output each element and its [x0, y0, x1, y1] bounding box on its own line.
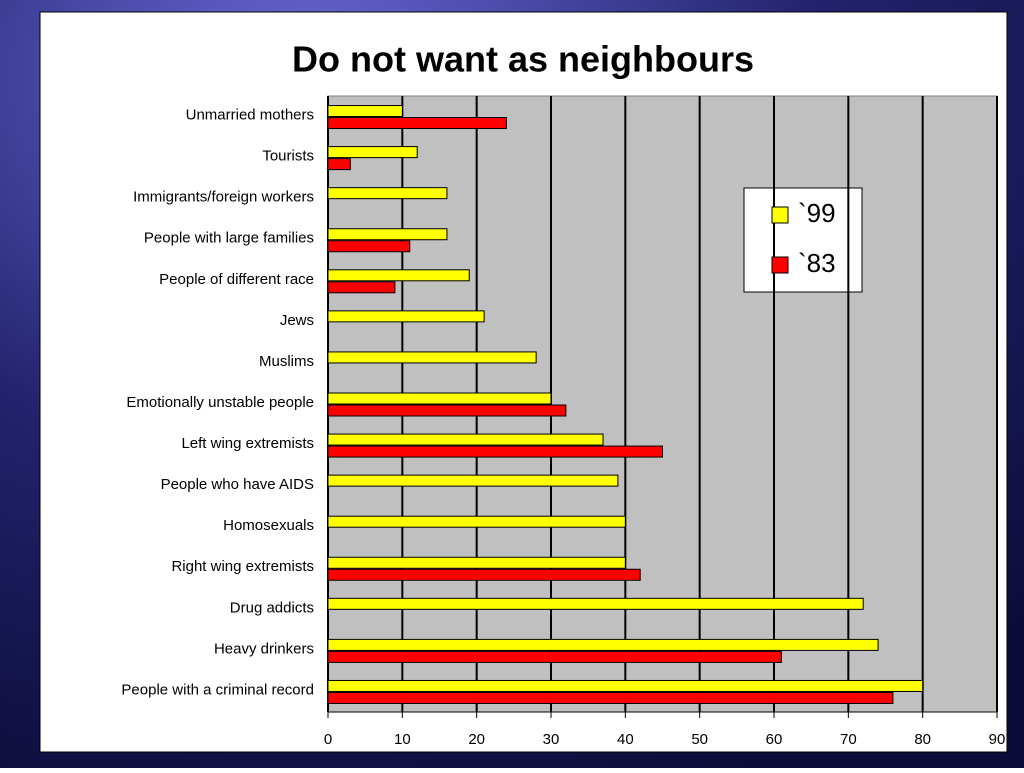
x-tick-label: 10 [394, 731, 411, 748]
y-tick-label: Right wing extremists [171, 558, 314, 575]
chart-title: Do not want as neighbours [292, 39, 754, 80]
bar [327, 105, 403, 118]
y-tick-label: People with large families [144, 230, 314, 247]
y-tick-label: Drug addicts [230, 599, 314, 616]
bar [327, 650, 782, 663]
bar [327, 445, 663, 458]
bar [327, 556, 626, 569]
bar [327, 515, 626, 528]
y-tick-label: Emotionally unstable people [126, 394, 314, 411]
y-tick-label: Left wing extremists [181, 435, 314, 452]
y-tick-label: Immigrants/foreign workers [133, 189, 314, 206]
bar [327, 228, 448, 241]
bar [327, 269, 470, 282]
bar [327, 474, 619, 487]
legend-label: `99 [798, 198, 836, 228]
y-tick-label: Muslims [259, 353, 314, 370]
bar [327, 351, 537, 364]
x-tick-label: 50 [691, 731, 708, 748]
legend-label: `83 [798, 248, 836, 278]
bar [327, 117, 507, 130]
legend [743, 187, 863, 293]
y-tick-label: Jews [280, 312, 314, 329]
bar [327, 568, 641, 581]
bar [327, 146, 418, 159]
bar [327, 597, 864, 610]
bar [327, 404, 567, 417]
y-tick-label: People who have AIDS [161, 476, 314, 493]
bar [327, 158, 351, 171]
x-tick-label: 30 [543, 731, 560, 748]
x-tick-label: 80 [914, 731, 931, 748]
y-tick-label: Tourists [262, 148, 314, 165]
x-tick-label: 60 [766, 731, 783, 748]
x-tick-label: 0 [324, 731, 332, 748]
x-tick-label: 20 [468, 731, 485, 748]
y-tick-label: Homosexuals [223, 517, 314, 534]
bar [327, 310, 485, 323]
y-tick-label: People of different race [159, 271, 314, 288]
bar [327, 691, 894, 704]
bar [327, 433, 604, 446]
x-tick-label: 70 [840, 731, 857, 748]
y-tick-label: People with a criminal record [121, 681, 314, 698]
bar [327, 679, 924, 692]
y-tick-label: Unmarried mothers [186, 107, 314, 124]
bar [327, 240, 411, 253]
bar [327, 392, 552, 405]
x-tick-label: 40 [617, 731, 634, 748]
legend-swatch [771, 206, 789, 224]
bar [327, 281, 396, 294]
x-tick-label: 90 [989, 731, 1006, 748]
legend-swatch [771, 256, 789, 274]
bar [327, 187, 448, 200]
y-tick-label: Heavy drinkers [214, 640, 314, 657]
bar [327, 638, 879, 651]
